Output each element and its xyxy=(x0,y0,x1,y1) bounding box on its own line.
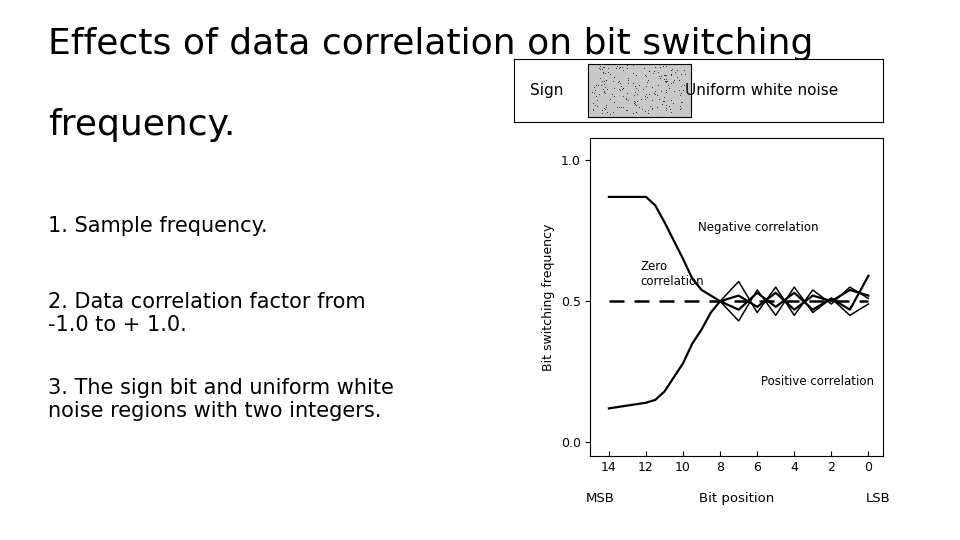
Y-axis label: Bit switching frequency: Bit switching frequency xyxy=(542,224,555,370)
Text: 2. Data correlation factor from
-1.0 to + 1.0.: 2. Data correlation factor from -1.0 to … xyxy=(48,292,366,335)
Text: Bit position: Bit position xyxy=(699,492,775,505)
Text: 3. The sign bit and uniform white
noise regions with two integers.: 3. The sign bit and uniform white noise … xyxy=(48,378,394,421)
Text: Uniform white noise: Uniform white noise xyxy=(684,83,838,98)
Text: frequency.: frequency. xyxy=(48,108,235,142)
Text: LSB: LSB xyxy=(866,492,891,505)
Text: Positive correlation: Positive correlation xyxy=(761,375,874,388)
Text: MSB: MSB xyxy=(586,492,614,505)
Text: Zero
correlation: Zero correlation xyxy=(640,260,704,288)
Text: Negative correlation: Negative correlation xyxy=(698,220,818,234)
Text: Effects of data correlation on bit switching: Effects of data correlation on bit switc… xyxy=(48,27,813,61)
FancyBboxPatch shape xyxy=(588,64,691,117)
Text: 1. Sample frequency.: 1. Sample frequency. xyxy=(48,216,268,236)
Text: Sign: Sign xyxy=(530,83,564,98)
